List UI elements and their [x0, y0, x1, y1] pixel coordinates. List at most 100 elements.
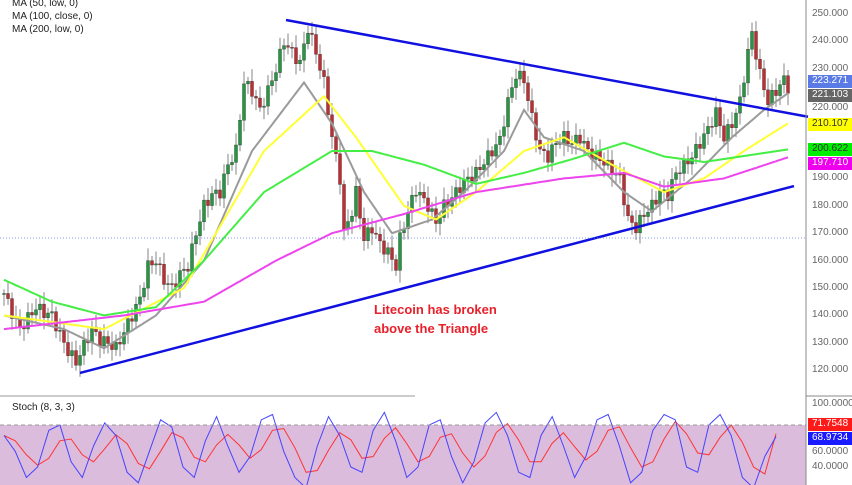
candle-body [142, 287, 146, 298]
candle [706, 116, 710, 145]
ma-legend: MA (50, low, 0) MA (100, close, 0) MA (2… [12, 0, 93, 36]
candle [742, 76, 746, 103]
candle-body [742, 82, 746, 98]
candle-body [482, 164, 486, 170]
price-tick: 130.000 [812, 336, 849, 348]
candle-body [274, 72, 278, 81]
price-tick: 170.000 [812, 227, 849, 239]
candle-body [726, 124, 730, 142]
candle [226, 153, 230, 186]
candle [246, 76, 250, 94]
candle [746, 37, 750, 96]
candle-body [190, 243, 194, 272]
candle [238, 114, 242, 152]
candle [10, 292, 14, 330]
candle-body [98, 331, 102, 347]
candle [302, 31, 306, 73]
candle-body [262, 105, 266, 108]
candle-body [354, 186, 358, 217]
candle-body [126, 318, 130, 333]
candle-body [686, 158, 690, 165]
candle-body [42, 303, 46, 318]
candle-body [282, 45, 286, 50]
candle-body [210, 193, 214, 206]
candle [74, 340, 78, 371]
candle-body [74, 350, 78, 366]
candle [754, 21, 758, 70]
candle-body [254, 96, 258, 99]
candle [414, 184, 418, 203]
candle-body [114, 342, 118, 350]
candle [390, 235, 394, 272]
candle-body [342, 184, 346, 230]
candle [362, 207, 366, 251]
candle-body [362, 218, 366, 241]
candle-body [786, 75, 790, 94]
candle [574, 123, 578, 155]
candle [322, 59, 326, 89]
candle-body [526, 82, 530, 101]
candle [90, 320, 94, 355]
candle-body [170, 283, 174, 285]
candle [326, 68, 330, 120]
candle-body [382, 240, 386, 255]
candle-body [414, 194, 418, 197]
candle-body [246, 81, 250, 85]
trendlines [79, 18, 809, 375]
candle [782, 63, 786, 94]
candle [650, 188, 654, 225]
candle-body [58, 330, 62, 332]
candle [158, 257, 162, 276]
candle [710, 117, 714, 137]
candle-body [250, 81, 254, 97]
candle-body [778, 84, 782, 96]
candle-body [710, 126, 714, 128]
candle [474, 159, 478, 193]
candle [642, 203, 646, 228]
candle-body [518, 70, 522, 80]
candle [566, 120, 570, 152]
candle [542, 143, 546, 163]
candle [358, 178, 362, 230]
price-tick: 230.000 [812, 62, 849, 74]
candle [62, 323, 66, 354]
candle-body [306, 32, 310, 45]
candle [298, 54, 302, 71]
candle [198, 209, 202, 246]
candle [346, 209, 350, 236]
candle [530, 88, 534, 120]
candle [598, 139, 602, 169]
candle-body [38, 303, 42, 310]
candle-body [466, 176, 470, 180]
triangle-line-0 [285, 18, 809, 118]
candle-body [302, 43, 306, 61]
candle [750, 22, 754, 57]
candle [254, 89, 258, 111]
ma-line-3 [3, 156, 789, 331]
candle [218, 180, 222, 207]
candle-body [34, 309, 38, 316]
candle-body [766, 89, 770, 105]
candle [374, 222, 378, 239]
candle-body [458, 187, 462, 193]
candle-body [682, 158, 686, 174]
candle [626, 192, 630, 222]
candle [106, 330, 110, 354]
candle [510, 77, 514, 103]
stoch-tick: 60.0000 [812, 446, 849, 457]
candle [514, 68, 518, 100]
candle [70, 341, 74, 369]
candle-body [498, 136, 502, 145]
candle-body [138, 296, 142, 305]
candle [630, 210, 634, 235]
candle [290, 42, 294, 59]
candle-body [470, 176, 474, 182]
candle-body [82, 339, 86, 356]
candle-body [10, 298, 14, 319]
candle-body [334, 136, 338, 154]
candle [586, 137, 590, 156]
candle-body [318, 54, 322, 71]
candle [162, 252, 166, 290]
candle [718, 100, 722, 139]
